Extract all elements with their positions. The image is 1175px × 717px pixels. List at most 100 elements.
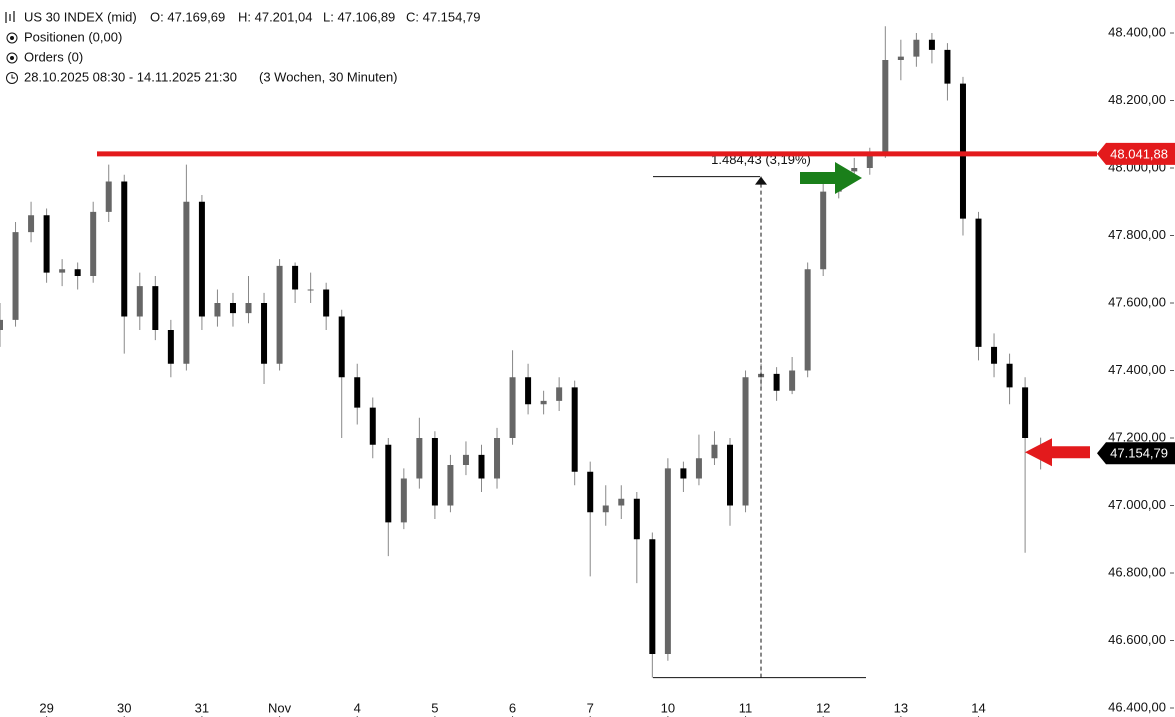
candle-body [913,39,920,57]
candle-body [198,201,205,317]
candle-body [28,215,35,233]
candle-body [680,468,687,479]
candle-body [338,316,345,378]
candle-body [742,377,749,506]
x-tick-label: Nov [268,700,292,715]
y-tick-label: 48.400,00 [1108,24,1166,39]
candle-body [975,218,982,347]
low-value: L: 47.106,89 [323,9,395,24]
y-tick-label: 46.600,00 [1108,632,1166,647]
candle-body [292,265,299,290]
candle-body [804,269,811,371]
candle-body [882,60,889,155]
candle-body [525,377,532,405]
candle-body [90,211,97,276]
y-tick-label: 46.400,00 [1108,699,1166,714]
candle-body [509,377,516,438]
candle-body [43,215,50,273]
symbol: US 30 INDEX (mid) [24,9,137,24]
x-tick-label: 11 [739,700,753,715]
x-tick-label: 10 [661,700,675,715]
candle-body [74,269,81,276]
red-arrow [1025,438,1090,467]
x-tick-label: 30 [117,700,131,715]
candle-body [385,444,392,523]
candle-body [1022,387,1029,438]
candle-body [276,265,283,364]
positions[interactable]: Positionen (0,00) [24,29,122,44]
candle-body [105,181,112,212]
y-tick-label: 47.400,00 [1108,362,1166,377]
candle-body [897,56,904,60]
candle-body [959,83,966,219]
y-tick-label: 48.200,00 [1108,92,1166,107]
candle-body [928,39,935,50]
positions-icon-dot [10,36,14,40]
candle-body [478,454,485,479]
candle-body [587,471,594,513]
y-tick-label: 47.200,00 [1108,429,1166,444]
green-arrow [800,162,862,194]
x-tick-label: 31 [195,700,209,715]
x-tick-label: 6 [509,700,516,715]
candle-body [711,444,718,459]
close-value: C: 47.154,79 [406,9,480,24]
candle-body [820,191,827,270]
level-label: 48.041,88 [1110,146,1168,161]
candle-body [727,444,733,506]
candle-body [773,373,780,391]
candle-body [229,303,236,314]
candle-body [261,303,268,364]
candle-body [121,181,128,317]
candle-body [540,400,547,405]
candle-body [447,465,454,506]
candle-body [602,505,609,513]
candle-body [323,289,330,317]
candle-body [944,49,951,84]
orders[interactable]: Orders (0) [24,49,83,64]
candle-body [183,201,190,364]
header: US 30 INDEX (mid) O: 47.169,69 H: 47.201… [5,9,480,84]
candle-body [152,286,159,330]
candle-body [354,377,361,408]
positions-icon [6,32,18,44]
last-price-label: 47.154,79 [1110,446,1168,461]
x-tick-label: 12 [816,700,830,715]
candle-body [167,330,174,364]
bars-icon [5,11,15,23]
candle-body [556,387,563,401]
candle-body [0,319,3,330]
candle-body [400,478,407,523]
candle-body [307,289,314,291]
y-tick-label: 47.800,00 [1108,227,1166,242]
x-tick-label: 14 [971,700,985,715]
x-tick-label: 13 [894,700,908,715]
level-tag [1097,142,1175,165]
y-tick-label: 47.000,00 [1108,497,1166,512]
candle-body [1006,363,1013,388]
x-tick-label: 7 [587,700,594,715]
candle-body [136,286,143,317]
candle-body [214,303,221,317]
y-tick-label: 46.800,00 [1108,564,1166,579]
x-tick-label: 5 [431,700,438,715]
clock-icon [6,72,18,84]
candle-body [633,498,640,540]
orders-icon [6,52,18,64]
candle-body [866,154,873,168]
candle-body [12,232,19,320]
candle-body [991,346,998,364]
candle-body [369,407,376,445]
orders-icon-dot [10,56,14,60]
candle-body [695,458,702,479]
open-value: O: 47.169,69 [150,9,225,24]
candle-body [245,303,252,314]
candle-body [416,438,423,479]
candle-body [462,454,469,465]
candle-body [618,498,625,506]
candle-body [649,539,656,654]
candle-body [664,468,671,654]
date-range: 28.10.2025 08:30 - 14.11.2025 21:30 [24,69,237,84]
candle-body [431,438,438,506]
